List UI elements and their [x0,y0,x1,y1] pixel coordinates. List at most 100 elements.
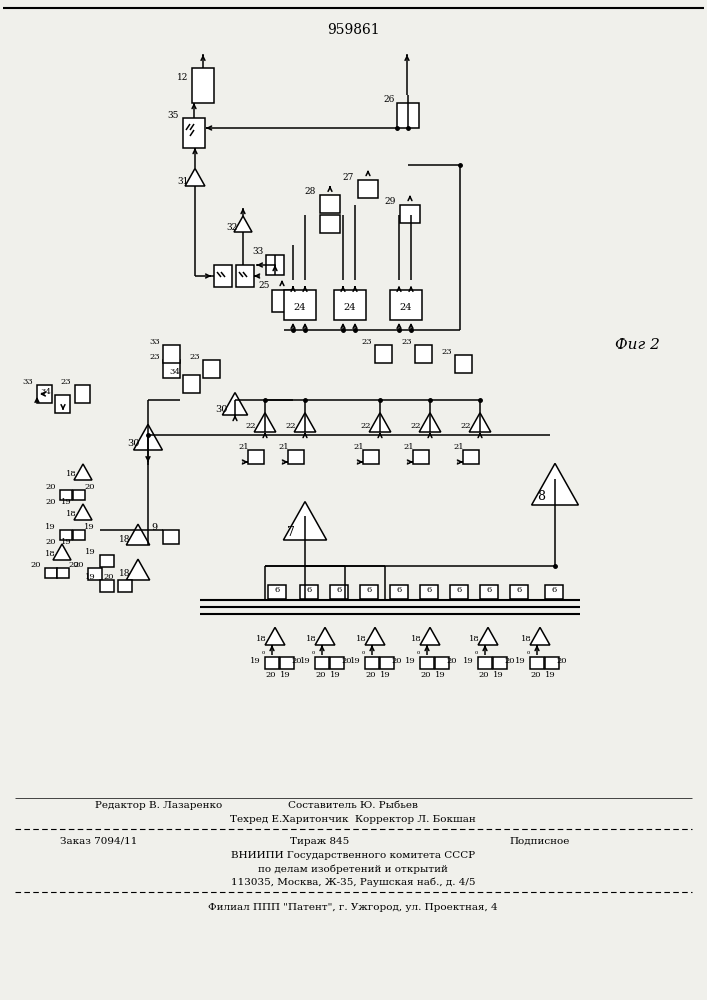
Text: 20: 20 [46,498,57,506]
Bar [60,530,72,540]
Text: 20: 20 [291,657,301,665]
Text: 19: 19 [405,657,416,665]
Bar [420,657,434,669]
Text: 20: 20 [74,561,84,569]
Polygon shape [369,413,391,432]
Text: 18: 18 [256,635,267,643]
Text: 6: 6 [274,586,280,594]
Bar [73,490,85,500]
Text: 23: 23 [149,353,160,361]
Bar [100,580,114,592]
Text: 19: 19 [86,548,96,556]
Bar [45,568,57,578]
Text: o: o [262,650,264,654]
Bar [360,585,378,599]
Polygon shape [284,502,327,540]
Polygon shape [315,627,335,645]
Bar [236,265,254,287]
Polygon shape [469,413,491,432]
Bar [203,360,220,378]
Bar [330,585,348,599]
Text: Подписное: Подписное [510,836,570,846]
Polygon shape [420,627,440,645]
Bar [300,585,318,599]
Text: 19: 19 [45,523,56,531]
Text: 18: 18 [45,550,55,558]
Text: 21: 21 [404,443,414,451]
Text: 34: 34 [40,388,51,396]
Text: 19: 19 [463,657,474,665]
Text: 19: 19 [280,671,291,679]
Bar [248,450,264,464]
Bar [390,290,422,320]
Text: 19: 19 [86,573,96,581]
Text: 21: 21 [454,443,464,451]
Bar [100,555,114,567]
Text: 19: 19 [380,671,390,679]
Text: 31: 31 [177,176,189,186]
Text: 20: 20 [46,538,57,546]
Text: Фиг 2: Фиг 2 [615,338,660,352]
Text: 23: 23 [361,338,372,346]
Text: 19: 19 [250,657,261,665]
Text: 19: 19 [493,671,503,679]
Text: Техред Е.Харитончик  Корректор Л. Бокшан: Техред Е.Харитончик Корректор Л. Бокшан [230,816,476,824]
Bar [280,657,294,669]
Bar [192,68,214,103]
Text: 18: 18 [66,510,76,518]
Polygon shape [419,413,440,432]
Text: 25: 25 [259,282,270,290]
Bar [450,585,468,599]
Text: o: o [311,650,315,654]
Text: 20: 20 [421,671,431,679]
Text: 33: 33 [149,338,160,346]
Text: 9: 9 [152,522,158,532]
Bar [37,385,52,403]
Bar [493,657,507,669]
Text: o: o [474,650,478,654]
Text: 18: 18 [305,635,316,643]
Text: o: o [241,460,245,464]
Polygon shape [478,627,498,645]
Text: 23: 23 [189,353,200,361]
Bar [320,195,340,213]
Polygon shape [234,216,252,232]
Text: 7: 7 [287,526,295,538]
Polygon shape [53,544,71,560]
Polygon shape [530,627,550,645]
Text: 23: 23 [60,378,71,386]
Text: 34: 34 [169,368,180,376]
Polygon shape [185,168,205,186]
Text: 24: 24 [399,302,412,312]
Text: 23: 23 [441,348,452,356]
Text: 32: 32 [226,224,238,232]
Text: 20: 20 [556,657,566,665]
Text: 20: 20 [531,671,542,679]
Text: o: o [281,460,285,464]
Text: 20: 20 [316,671,326,679]
Text: 19: 19 [435,671,445,679]
Text: 18: 18 [119,570,131,578]
Text: 21: 21 [279,443,289,451]
Bar [358,180,378,198]
Text: 6: 6 [516,586,522,594]
Text: 19: 19 [61,498,71,506]
Bar [266,255,284,275]
Text: 18: 18 [411,635,421,643]
Text: 20: 20 [504,657,515,665]
Text: 20: 20 [103,573,114,581]
Polygon shape [127,559,150,580]
Bar [334,290,366,320]
Polygon shape [532,463,578,505]
Text: 19: 19 [61,538,71,546]
Text: 22: 22 [461,422,472,430]
Text: Филиал ППП "Патент", г. Ужгород, ул. Проектная, 4: Филиал ППП "Патент", г. Ужгород, ул. Про… [208,904,498,912]
Polygon shape [134,424,163,450]
Text: 6: 6 [426,586,432,594]
Bar [363,450,379,464]
Bar [265,657,279,669]
Text: 35: 35 [168,110,179,119]
Text: 6: 6 [551,586,556,594]
Bar [73,530,85,540]
Polygon shape [255,413,276,432]
